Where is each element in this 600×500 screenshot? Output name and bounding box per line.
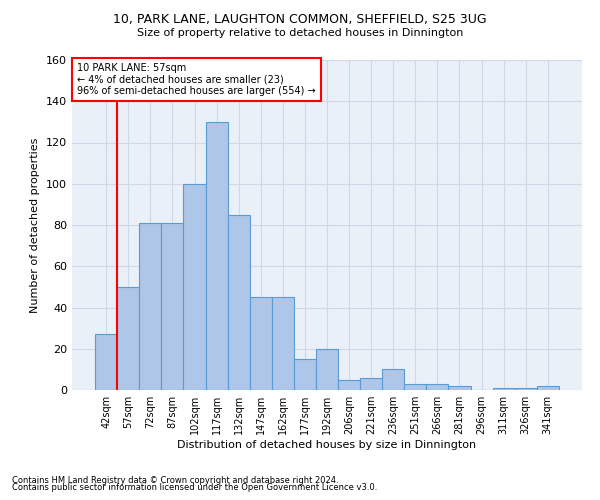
Bar bbox=[250, 297, 272, 390]
Bar bbox=[404, 384, 427, 390]
Bar bbox=[95, 334, 117, 390]
Bar bbox=[382, 370, 404, 390]
Bar bbox=[227, 214, 250, 390]
Bar bbox=[184, 184, 206, 390]
Bar bbox=[338, 380, 360, 390]
Bar bbox=[272, 297, 294, 390]
Bar bbox=[448, 386, 470, 390]
Bar bbox=[427, 384, 448, 390]
Bar bbox=[493, 388, 515, 390]
Text: 10 PARK LANE: 57sqm
← 4% of detached houses are smaller (23)
96% of semi-detache: 10 PARK LANE: 57sqm ← 4% of detached hou… bbox=[77, 64, 316, 96]
Text: 10, PARK LANE, LAUGHTON COMMON, SHEFFIELD, S25 3UG: 10, PARK LANE, LAUGHTON COMMON, SHEFFIEL… bbox=[113, 12, 487, 26]
Y-axis label: Number of detached properties: Number of detached properties bbox=[31, 138, 40, 312]
Bar bbox=[537, 386, 559, 390]
Bar bbox=[139, 223, 161, 390]
Bar bbox=[206, 122, 227, 390]
Text: Size of property relative to detached houses in Dinnington: Size of property relative to detached ho… bbox=[137, 28, 463, 38]
Bar bbox=[294, 359, 316, 390]
Bar bbox=[360, 378, 382, 390]
Text: Contains HM Land Registry data © Crown copyright and database right 2024.: Contains HM Land Registry data © Crown c… bbox=[12, 476, 338, 485]
Bar bbox=[161, 223, 184, 390]
Bar bbox=[316, 349, 338, 390]
Bar bbox=[515, 388, 537, 390]
Text: Contains public sector information licensed under the Open Government Licence v3: Contains public sector information licen… bbox=[12, 484, 377, 492]
Bar bbox=[117, 287, 139, 390]
X-axis label: Distribution of detached houses by size in Dinnington: Distribution of detached houses by size … bbox=[178, 440, 476, 450]
